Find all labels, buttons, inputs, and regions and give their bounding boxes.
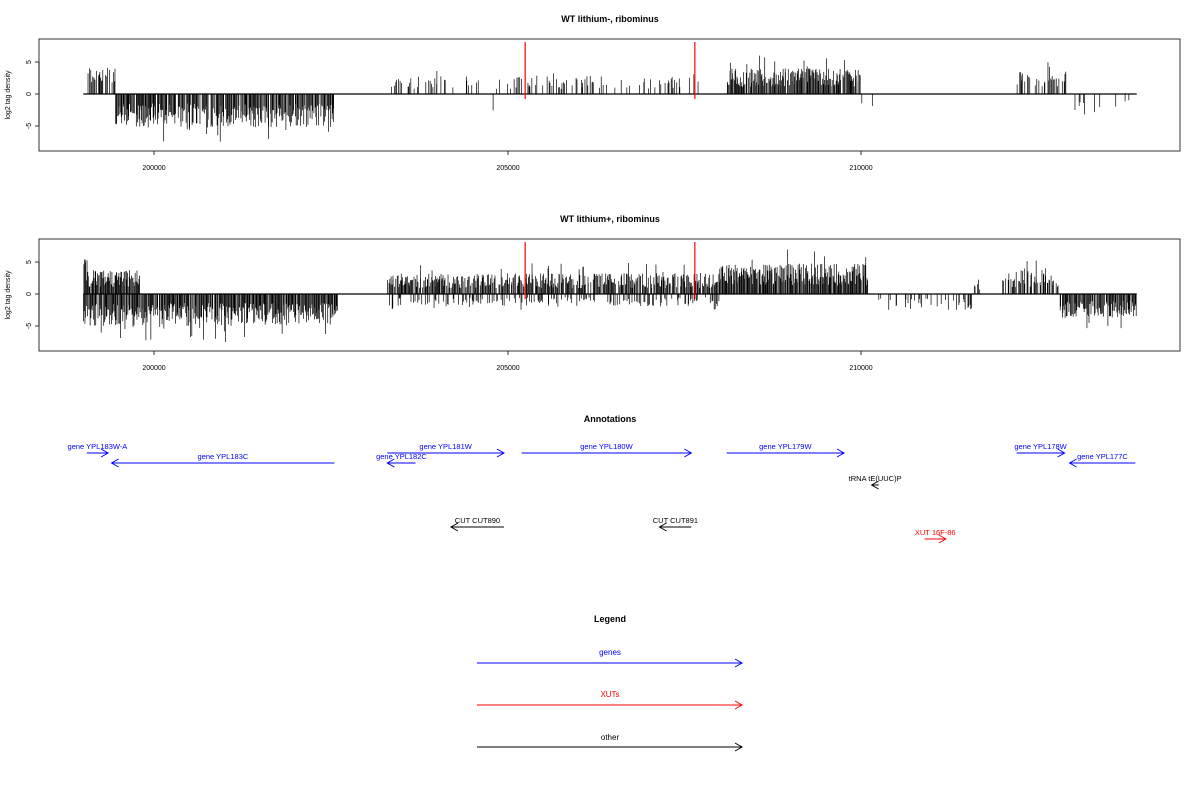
feature-gene-YPL180W: gene YPL180W	[521, 442, 693, 458]
feature-gene-YPL178W: gene YPL178W	[1014, 442, 1068, 458]
feature-arrowhead	[100, 448, 110, 458]
panel-2-signal	[83, 249, 1137, 342]
legend-label: genes	[599, 648, 621, 657]
feature-arrowhead	[870, 480, 879, 490]
feature-trna-tE-UUC-P: tRNA tE(UUC)P	[849, 474, 902, 490]
legend-arrowhead	[734, 700, 744, 710]
feature-label: gene YPL183W-A	[68, 442, 128, 451]
feature-xut-16F-86: XUT 16F-86	[915, 528, 956, 544]
panel-1-ytick-label-2: 5	[26, 60, 33, 64]
panel-1: WT lithium-, ribominus log2 tag density …	[5, 14, 1181, 172]
panel-2-title: WT lithium+, ribominus	[560, 214, 660, 224]
annotations-track: Annotations gene YPL183W-A gene YPL183C …	[68, 414, 1136, 544]
panel-1-title: WT lithium-, ribominus	[561, 14, 659, 24]
legend-item-other: other	[477, 733, 744, 752]
legend-arrowhead	[734, 658, 744, 668]
feature-label: gene YPL182C	[376, 452, 427, 461]
feature-gene-YPL177C: gene YPL177C	[1068, 452, 1136, 468]
panel-2-ytick-label-0: -5	[26, 323, 33, 329]
panel-2: WT lithium+, ribominus log2 tag density …	[5, 214, 1181, 372]
feature-gene-YPL183W-A: gene YPL183W-A	[68, 442, 128, 458]
feature-gene-YPL183C: gene YPL183C	[110, 452, 335, 468]
feature-gene-YPL181W: gene YPL181W	[387, 442, 505, 458]
panel-2-xtick-label-2: 210000	[849, 365, 872, 372]
feature-label: CUT CUT890	[455, 516, 500, 525]
panel-2-ytick-label-1: 0	[26, 292, 33, 296]
feature-label: gene YPL179W	[759, 442, 812, 451]
panel-1-xaxis: 200000 205000 210000	[142, 151, 873, 172]
panel-2-xaxis: 200000 205000 210000	[142, 351, 873, 372]
feature-arrowhead	[110, 458, 119, 468]
panel-1-yaxis: -5 0 5	[26, 60, 40, 129]
panel-2-xtick-label-1: 205000	[496, 365, 519, 372]
feature-cut-CUT890: CUT CUT890	[449, 516, 504, 532]
feature-gene-YPL182C: gene YPL182C	[376, 452, 427, 468]
panel-1-ytick-label-1: 0	[26, 92, 33, 96]
feature-gene-YPL179W: gene YPL179W	[726, 442, 846, 458]
panel-2-ytick-label-2: 5	[26, 260, 33, 264]
feature-label: gene YPL183C	[198, 452, 249, 461]
panel-1-ylabel: log2 tag density	[5, 70, 12, 120]
panel-2-yaxis: -5 0 5	[26, 260, 40, 329]
legend-item-genes: genes	[477, 648, 744, 668]
feature-arrowhead	[386, 458, 395, 468]
panel-2-ylabel: log2 tag density	[5, 270, 12, 320]
feature-label: tRNA tE(UUC)P	[849, 474, 902, 483]
feature-label: gene YPL178W	[1014, 442, 1067, 451]
panel-2-xtick-label-0: 200000	[142, 365, 165, 372]
panel-1-signal	[87, 55, 1130, 142]
panel-1-xtick-label-2: 210000	[849, 165, 872, 172]
feature-cut-CUT891: CUT CUT891	[653, 516, 698, 532]
legend-title: Legend	[594, 614, 626, 624]
feature-arrowhead	[938, 534, 947, 544]
panel-1-ytick-label-0: -5	[26, 123, 33, 129]
feature-arrowhead	[1057, 448, 1066, 458]
panel-1-xtick-label-0: 200000	[142, 165, 165, 172]
feature-arrowhead	[496, 448, 505, 458]
feature-label: gene YPL180W	[580, 442, 633, 451]
legend-item-xuts: XUTs	[477, 690, 744, 710]
legend: Legend genes XUTs other	[477, 614, 744, 752]
feature-label: XUT 16F-86	[915, 528, 956, 537]
panel-1-frame	[38, 38, 1181, 152]
feature-arrowhead	[684, 448, 693, 458]
panel-1-xtick-label-1: 205000	[496, 165, 519, 172]
feature-arrowhead	[449, 522, 459, 532]
feature-label: gene YPL177C	[1077, 452, 1128, 461]
legend-arrowhead	[734, 742, 744, 752]
annotations-title: Annotations	[584, 414, 637, 424]
feature-arrowhead	[836, 448, 846, 458]
legend-label: XUTs	[600, 690, 619, 699]
feature-label: CUT CUT891	[653, 516, 698, 525]
feature-arrowhead	[658, 522, 667, 532]
legend-label: other	[601, 733, 620, 742]
feature-arrowhead	[1068, 458, 1077, 468]
feature-label: gene YPL181W	[419, 442, 472, 451]
